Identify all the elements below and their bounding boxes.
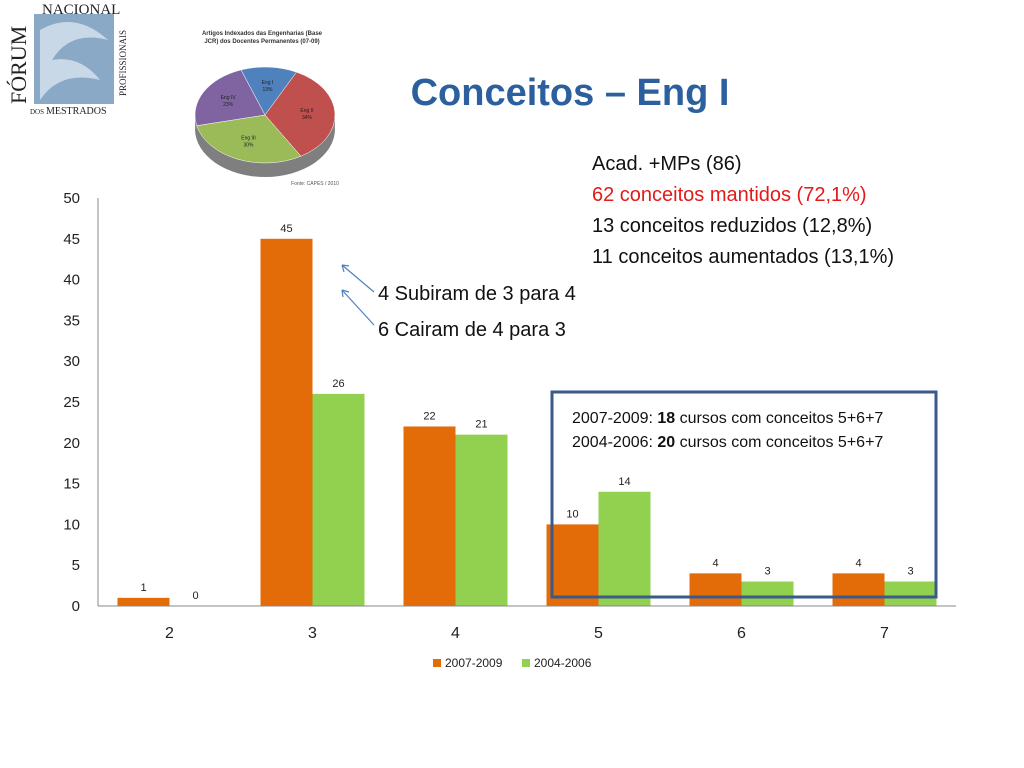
pie-slice-Eng III bbox=[196, 114, 302, 164]
arrow-up-line bbox=[341, 264, 375, 293]
bar-value-label: 3 bbox=[764, 566, 770, 578]
logo-text-top: NACIONAL bbox=[42, 2, 120, 18]
page-title: Conceitos – Eng I bbox=[410, 72, 730, 114]
stat-reduced: 13 conceitos reduzidos (12,8%) bbox=[592, 215, 873, 237]
y-tick-label: 10 bbox=[63, 516, 80, 533]
y-tick-label: 40 bbox=[63, 272, 80, 289]
x-tick-label: 5 bbox=[594, 625, 603, 642]
bar-2007-2009-4 bbox=[403, 426, 456, 606]
y-tick-label: 35 bbox=[63, 312, 80, 329]
bars bbox=[117, 238, 937, 607]
bar-value-label: 3 bbox=[907, 566, 913, 578]
stat-increased: 11 conceitos aumentados (13,1%) bbox=[592, 246, 895, 268]
x-tick-label: 4 bbox=[451, 625, 460, 642]
logo-text-side: FÓRUM bbox=[6, 26, 31, 104]
stat-total: Acad. +MPs (86) bbox=[592, 153, 742, 175]
note-down: 6 Cairam de 4 para 3 bbox=[378, 319, 566, 341]
pie-slice-Eng I bbox=[240, 66, 297, 116]
bar-value-label: 0 bbox=[192, 590, 198, 602]
x-tick-label: 3 bbox=[308, 625, 317, 642]
box-line-2004-2006: 2004-2006: 20 cursos com conceitos 5+6+7 bbox=[572, 434, 884, 451]
bar-2004-2006-4 bbox=[455, 434, 508, 606]
logo-text-dos: DOS bbox=[30, 108, 44, 116]
y-tick-label: 15 bbox=[63, 476, 80, 493]
bar-value-label: 10 bbox=[566, 508, 578, 520]
x-tick-label: 2 bbox=[165, 625, 174, 642]
legend: 2007-2009 2004-2006 bbox=[433, 656, 592, 670]
bar-value-label: 21 bbox=[475, 419, 487, 431]
bar-2007-2009-6 bbox=[689, 573, 742, 606]
pie-slice-percent: 13% bbox=[262, 87, 273, 93]
logo-swirl-icon bbox=[40, 22, 108, 100]
pie-slice-label: Eng IV bbox=[221, 95, 237, 101]
x-tick-label: 6 bbox=[737, 625, 746, 642]
pie-title-line1: Artigos Indexados das Engenharias (Base bbox=[202, 31, 323, 37]
arrow-down-line bbox=[341, 289, 375, 326]
logo-text-right: PROFISSIONAIS bbox=[118, 30, 128, 96]
stat-kept: 62 conceitos mantidos (72,1%) bbox=[592, 184, 867, 206]
x-axis-ticks: 2 3 4 5 6 7 bbox=[165, 625, 889, 642]
forum-logo: NACIONAL FÓRUM PROFISSIONAIS DOS MESTRAD… bbox=[6, 2, 128, 117]
pie-source: Fonte: CAPES / 2010 bbox=[291, 181, 339, 187]
bar-value-label: 26 bbox=[332, 378, 344, 390]
pie-slice-percent: 23% bbox=[223, 102, 234, 108]
pie-thumbnail: Artigos Indexados das Engenharias (Base … bbox=[194, 31, 339, 187]
y-tick-label: 50 bbox=[63, 190, 80, 207]
box-line-2007-2009: 2007-2009: 18 cursos com conceitos 5+6+7 bbox=[572, 410, 884, 427]
bar-value-label: 45 bbox=[280, 223, 292, 235]
x-tick-label: 7 bbox=[880, 625, 889, 642]
pie-title-line2: JCR) dos Docentes Permanentes (07-09) bbox=[204, 39, 319, 45]
bar-value-label: 4 bbox=[712, 557, 718, 569]
legend-label-2007-2009: 2007-2009 bbox=[445, 656, 503, 670]
legend-label-2004-2006: 2004-2006 bbox=[534, 656, 592, 670]
bar-2007-2009-7 bbox=[832, 573, 885, 606]
arrow-up-head-icon bbox=[341, 264, 350, 273]
bar-2007-2009-3 bbox=[260, 238, 313, 607]
pie-slices bbox=[194, 66, 336, 164]
legend-swatch-2004-2006 bbox=[522, 659, 530, 667]
pie-slice-label: Eng I bbox=[262, 80, 274, 86]
bar-2004-2006-7 bbox=[884, 581, 937, 606]
y-tick-label: 5 bbox=[72, 557, 80, 574]
y-tick-label: 0 bbox=[72, 598, 80, 615]
bar-2007-2009-5 bbox=[546, 524, 599, 606]
note-up: 4 Subiram de 3 para 4 bbox=[378, 283, 576, 305]
bar-2007-2009-2 bbox=[117, 597, 170, 606]
arrow-down-head-icon bbox=[341, 289, 350, 298]
legend-swatch-2007-2009 bbox=[433, 659, 441, 667]
bar-value-label: 14 bbox=[618, 476, 630, 488]
y-tick-label: 45 bbox=[63, 231, 80, 248]
pie-slice-label: Eng II bbox=[300, 108, 313, 114]
logo-text-bottom: MESTRADOS bbox=[46, 106, 107, 117]
bar-2004-2006-6 bbox=[741, 581, 794, 606]
pie-slice-Eng II bbox=[264, 71, 336, 157]
bar-value-label: 4 bbox=[855, 557, 861, 569]
bar-value-label: 22 bbox=[423, 410, 435, 422]
pie-slice-Eng IV bbox=[194, 69, 266, 126]
pie-slice-label: Eng III bbox=[241, 135, 255, 141]
highlight-box bbox=[550, 390, 938, 599]
y-axis-ticks: 0 5 10 15 20 25 30 35 40 45 50 bbox=[63, 190, 80, 615]
pie-slice-percent: 30% bbox=[243, 142, 254, 148]
bar-2004-2006-3 bbox=[312, 393, 365, 606]
y-tick-label: 30 bbox=[63, 353, 80, 370]
bar-value-label: 1 bbox=[140, 582, 146, 594]
bar-2004-2006-5 bbox=[598, 491, 651, 606]
pie-slice-percent: 34% bbox=[302, 115, 313, 121]
y-tick-label: 25 bbox=[63, 394, 80, 411]
y-tick-label: 20 bbox=[63, 435, 80, 452]
